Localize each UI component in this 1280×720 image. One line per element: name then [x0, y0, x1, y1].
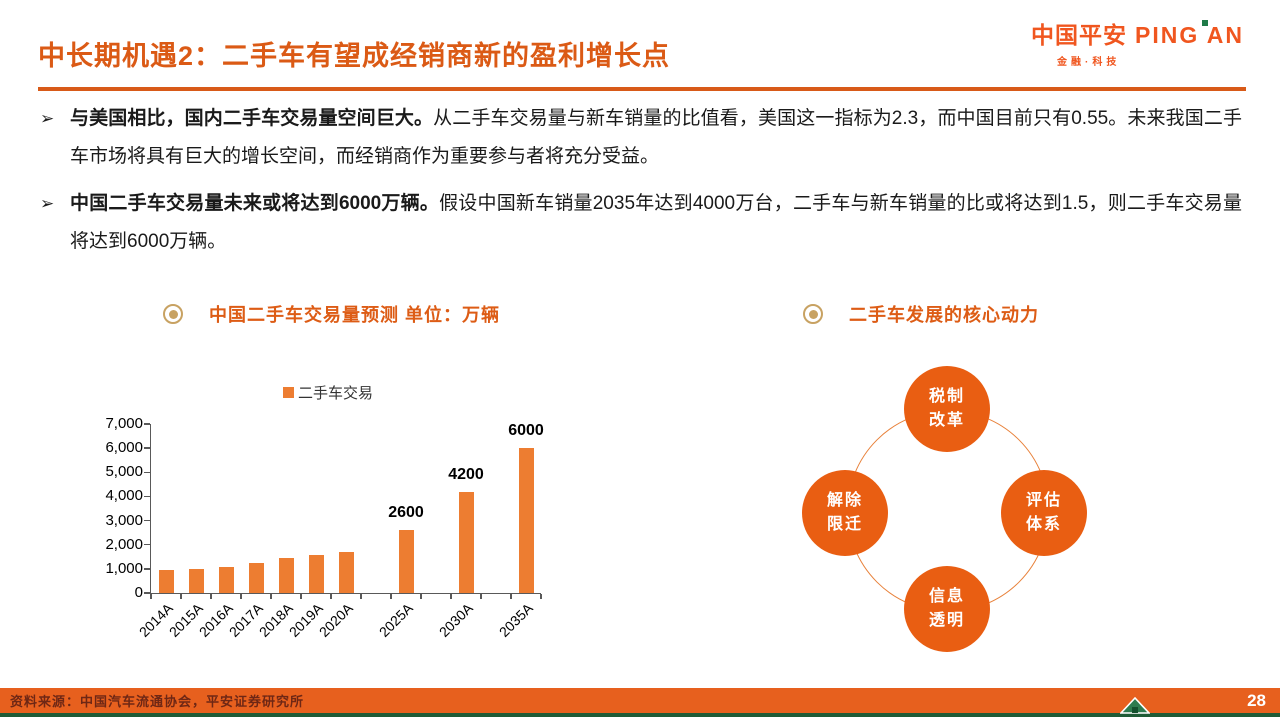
driver-bubble-lift-restrictions: 解除 限迁: [802, 470, 888, 556]
y-tick-label: 5,000: [105, 463, 143, 481]
bullet-item-1: ➢ 与美国相比，国内二手车交易量空间巨大。从二手车交易量与新车销量的比值看，美国…: [40, 100, 1242, 176]
bullet-bold-text: 中国二手车交易量未来或将达到6000万辆。: [70, 193, 440, 214]
bullet-list: ➢ 与美国相比，国内二手车交易量空间巨大。从二手车交易量与新车销量的比值看，美国…: [40, 100, 1242, 270]
y-axis-tick: [144, 519, 150, 522]
x-axis-tick: [150, 594, 152, 599]
x-tick-label: 2035A: [495, 600, 536, 640]
x-axis-tick: [390, 594, 392, 599]
driver-bubble-info-transparency: 信息 透明: [904, 566, 990, 652]
y-axis-tick: [144, 568, 150, 570]
pingan-logo: 中国平安 PING AN 金融·科技: [1031, 16, 1244, 68]
logo-green-accent-icon: [1202, 20, 1208, 26]
bar-2017A: [248, 563, 264, 593]
bar-2025A: [398, 530, 414, 593]
y-axis-tick: [144, 592, 150, 594]
y-axis-tick: [144, 495, 150, 498]
x-axis-tick: [360, 594, 362, 599]
x-axis-tick: [330, 594, 332, 599]
bullet-bold-text: 与美国相比，国内二手车交易量空间巨大。: [70, 108, 434, 129]
bullseye-dot: [808, 309, 818, 319]
x-axis-tick: [420, 594, 422, 599]
bar-data-label: 4200: [448, 466, 484, 483]
bullet-item-2: ➢ 中国二手车交易量未来或将达到6000万辆。假设中国新车销量2035年达到40…: [40, 185, 1242, 261]
bullet-regular-text: 假设中国新车销量2035年达到4000万台，二手车与新车销量的比或将达到1.5，…: [70, 193, 1242, 252]
source-text: 资料来源：中国汽车流通协会，平安证券研究所: [10, 694, 305, 709]
page-title: 中长期机遇2：二手车有望成经销商新的盈利增长点: [38, 41, 671, 71]
bar-2020A: [338, 552, 354, 593]
y-axis-tick: [144, 423, 150, 425]
bullseye-icon: [163, 304, 183, 324]
footer-mountain-icon: [1120, 697, 1150, 714]
y-axis-tick: [144, 447, 150, 449]
y-tick-label: 2,000: [105, 535, 143, 553]
chart-legend: 二手车交易: [283, 382, 373, 403]
x-axis-tick: [480, 594, 482, 599]
bar-data-label: 6000: [508, 422, 544, 439]
driver-bubble-evaluation-system: 评估 体系: [1001, 470, 1087, 556]
footer-band: 资料来源：中国汽车流通协会，平安证券研究所 28: [0, 688, 1280, 713]
x-axis-tick: [240, 594, 242, 599]
y-tick-label: 1,000: [105, 559, 143, 577]
x-tick-label: 2025A: [375, 600, 416, 640]
title-underline: [38, 87, 1246, 91]
logo-cn: 中国平安: [1031, 22, 1127, 48]
bullseye-dot: [168, 309, 178, 319]
y-tick-label: 4,000: [105, 487, 143, 505]
bar-chart: 7,000 6,000 5,000 4,000 3,000 2,000 1,000 0 201…: [85, 415, 555, 656]
x-axis-tick: [210, 594, 212, 599]
arrow-bullet-icon: ➢: [40, 194, 55, 213]
x-axis-tick: [180, 594, 182, 599]
bullet-text: 中国二手车交易量未来或将达到6000万辆。假设中国新车销量2035年达到4000…: [70, 185, 1242, 261]
bullet-regular-text: 从二手车交易量与新车销量的比值看，美国这一指标为2.3，而中国目前只有0.55。…: [70, 108, 1242, 167]
logo-wordmark: 中国平安 PING AN: [1031, 16, 1244, 50]
bar-plot: 2014A 2015A 2016A 2017A 2018A 2019A 2020A 2025A…: [135, 422, 544, 640]
y-axis-tick: [144, 471, 150, 474]
footer-green-line: [0, 713, 1280, 717]
legend-label: 二手车交易: [298, 385, 374, 402]
x-axis-tick: [300, 594, 302, 599]
x-axis-tick: [450, 594, 452, 599]
driver-bubble-tax-reform: 税制 改革: [904, 366, 990, 452]
right-diagram-title: 二手车发展的核心动力: [849, 305, 1039, 325]
bar-2014A: [158, 570, 174, 593]
right-section-header: 二手车发展的核心动力: [803, 301, 1039, 327]
x-axis-tick: [510, 594, 512, 599]
bullseye-icon: [803, 304, 823, 324]
y-axis-tick: [144, 543, 150, 546]
y-tick-label: 3,000: [105, 511, 143, 529]
core-drivers-diagram: 税制 改革 评估 体系 信息 透明 解除 限迁: [780, 350, 1114, 684]
logo-subtitle: 金融·科技: [1057, 57, 1121, 68]
x-axis-tick: [540, 594, 542, 599]
y-axis-labels: 7,000 6,000 5,000 4,000 3,000 2,000 1,000 0: [85, 415, 143, 616]
bar-2015A: [188, 569, 204, 593]
page-number: 28: [1247, 690, 1266, 710]
y-tick-label: 0: [134, 584, 143, 601]
y-tick-label: 7,000: [105, 415, 143, 432]
legend-swatch-icon: [283, 387, 294, 398]
x-tick-label: 2030A: [435, 600, 476, 640]
bar-2019A: [308, 555, 324, 593]
left-section-header: 中国二手车交易量预测 单位：万辆: [163, 301, 500, 327]
bar-2030A: [458, 492, 474, 593]
bar-2016A: [218, 567, 234, 593]
bar-data-label: 2600: [388, 504, 424, 521]
logo-en: PING AN: [1135, 20, 1244, 48]
bar-2018A: [278, 558, 294, 593]
x-axis-tick: [270, 594, 272, 599]
bar-2035A: [518, 448, 534, 593]
y-tick-label: 6,000: [105, 439, 143, 457]
left-chart-title: 中国二手车交易量预测 单位：万辆: [209, 305, 500, 325]
arrow-bullet-icon: ➢: [40, 109, 55, 128]
bullet-text: 与美国相比，国内二手车交易量空间巨大。从二手车交易量与新车销量的比值看，美国这一…: [70, 100, 1242, 176]
